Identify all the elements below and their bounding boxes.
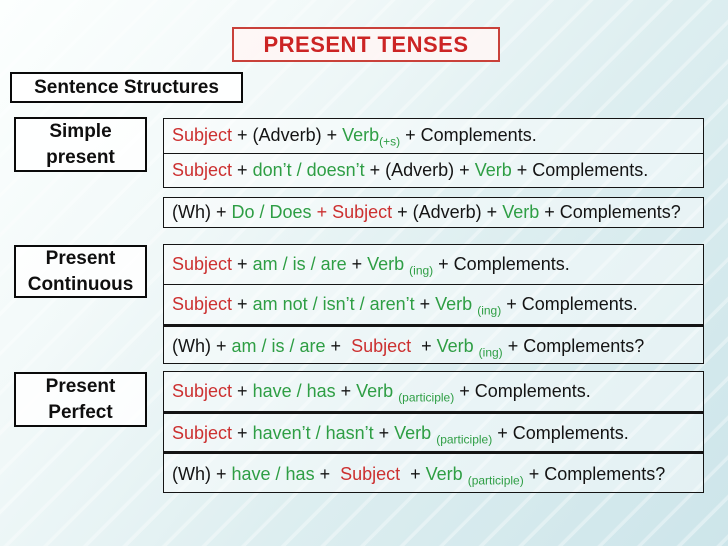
structure-segment: have / has <box>231 464 315 484</box>
structure-segment: Verb <box>356 381 394 401</box>
structure-segment: (Wh) + <box>172 202 232 222</box>
structure-segment: + <box>414 294 436 314</box>
structure-segment: (ing) <box>477 303 502 318</box>
structure-segment: (Wh) + <box>172 464 232 484</box>
structure-segment: Verb <box>435 294 473 314</box>
structure-segment: Verb <box>342 125 380 145</box>
section-label-text: Present Perfect <box>45 375 116 423</box>
structure-segment: am / is / are <box>252 254 347 274</box>
section-label-text: Present Continuous <box>27 247 134 295</box>
structure-segment: Subject <box>335 464 406 484</box>
structure-segment: have / has <box>252 381 336 401</box>
row-present-perfect-question: (Wh) + have / has + Subject + Verb (part… <box>164 451 703 492</box>
present-continuous-group: Subject + am / is / are + Verb (ing) + C… <box>163 244 704 364</box>
structure-segment: Subject <box>346 336 417 356</box>
row-simple-present-question: (Wh) + Do / Does + Subject + (Adverb) + … <box>164 198 703 227</box>
structure-segment: Subject <box>172 254 233 274</box>
structure-segment: (ing) <box>478 345 503 360</box>
structure-segment: + Complements? <box>502 336 645 356</box>
structure-segment: + Complements. <box>454 381 591 401</box>
structure-segment: + Complements. <box>492 423 629 443</box>
structure-segment: Subject <box>172 125 233 145</box>
structure-segment: Subject <box>172 160 233 180</box>
structure-segment: + (Adverb) + <box>232 125 343 145</box>
structure-segment: + <box>405 464 426 484</box>
title-box: PRESENT TENSES <box>232 27 500 62</box>
structure-segment: am not / isn’t / aren’t <box>252 294 415 314</box>
structure-segment: Verb <box>474 160 512 180</box>
row-present-continuous-negative: Subject + am not / isn’t / aren’t + Verb… <box>164 284 703 324</box>
simple-present-question-box: (Wh) + Do / Does + Subject + (Adverb) + … <box>163 197 704 228</box>
simple-present-statement-group: Subject + (Adverb) + Verb(+s) + Compleme… <box>163 118 704 188</box>
section-label-present-continuous: Present Continuous <box>14 245 147 298</box>
structure-segment: don’t / doesn’t <box>252 160 365 180</box>
structure-segment: + Complements. <box>511 160 649 180</box>
structure-segment: am / is / are <box>231 336 326 356</box>
structure-segment: Verb <box>502 202 540 222</box>
structure-segment: + <box>346 254 368 274</box>
structure-segment: + (Adverb) + <box>364 160 475 180</box>
structure-segment: + <box>335 381 357 401</box>
section-label-simple-present: Simple present <box>14 117 147 172</box>
structure-segment: + Complements? <box>539 202 681 222</box>
structure-segment: Subject <box>172 381 233 401</box>
section-label-text: Simple present <box>46 120 115 168</box>
structure-segment: Do / Does <box>231 202 317 222</box>
structure-segment: + <box>232 381 253 401</box>
structure-segment: + <box>232 294 253 314</box>
structure-segment: Subject <box>172 423 233 443</box>
structure-segment: + <box>232 254 253 274</box>
structure-segment: + <box>314 464 336 484</box>
section-label-present-perfect: Present Perfect <box>14 372 147 427</box>
row-present-continuous-affirmative: Subject + am / is / are + Verb (ing) + C… <box>164 245 703 284</box>
structure-segment: + Complements. <box>501 294 638 314</box>
structure-segment: + (Adverb) + <box>392 202 503 222</box>
structure-segment: Subject <box>172 294 233 314</box>
structure-segment: + <box>232 160 253 180</box>
structure-segment: (participle) <box>398 390 455 405</box>
structure-segment: + Complements? <box>523 464 666 484</box>
present-perfect-group: Subject + have / has + Verb (participle)… <box>163 371 704 493</box>
structure-segment: Verb <box>425 464 463 484</box>
structure-segment: (participle) <box>467 473 524 488</box>
structure-segment: (participle) <box>436 432 493 447</box>
structure-segment: + <box>373 423 395 443</box>
page-title: PRESENT TENSES <box>263 31 469 57</box>
structure-segment: Verb <box>367 254 405 274</box>
structure-segment: + Subject <box>316 202 393 222</box>
row-present-continuous-question: (Wh) + am / is / are + Subject + Verb (i… <box>164 324 703 363</box>
row-simple-present-affirmative: Subject + (Adverb) + Verb(+s) + Compleme… <box>164 119 703 153</box>
structure-segment: Verb <box>394 423 432 443</box>
subtitle-box: Sentence Structures <box>10 72 243 103</box>
structure-segment: (ing) <box>409 263 434 278</box>
structure-segment: haven’t / hasn’t <box>252 423 374 443</box>
structure-segment: Verb <box>436 336 474 356</box>
structure-segment: + <box>232 423 253 443</box>
subtitle-label: Sentence Structures <box>34 76 219 98</box>
structure-segment: (+s) <box>379 134 401 149</box>
structure-segment: + <box>325 336 347 356</box>
row-present-perfect-negative: Subject + haven’t / hasn’t + Verb (parti… <box>164 411 703 451</box>
structure-segment: (Wh) + <box>172 336 232 356</box>
structure-segment: + Complements. <box>400 125 537 145</box>
structure-segment: + Complements. <box>433 254 570 274</box>
row-simple-present-negative: Subject + don’t / doesn’t + (Adverb) + V… <box>164 153 703 187</box>
row-present-perfect-affirmative: Subject + have / has + Verb (participle)… <box>164 372 703 411</box>
structure-segment: + <box>416 336 437 356</box>
